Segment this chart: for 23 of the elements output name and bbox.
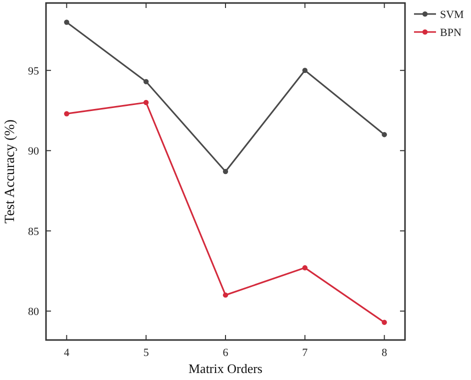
point — [143, 79, 149, 84]
y-tick-label: 95 — [28, 65, 40, 78]
point — [382, 320, 387, 325]
y-tick-label: 85 — [28, 226, 40, 238]
point — [64, 20, 70, 25]
x-tick-label: 6 — [222, 347, 229, 359]
y-tick-label: 80 — [28, 306, 40, 318]
x-tick-label: 8 — [382, 347, 388, 359]
point — [222, 168, 228, 174]
point — [302, 68, 308, 73]
legend-label: BPN — [440, 27, 462, 39]
x-axis-title: Matrix Orders — [188, 361, 263, 376]
point — [222, 292, 228, 298]
y-tick-label: 90 — [28, 146, 40, 158]
point — [302, 265, 308, 270]
x-tick-label: 4 — [64, 347, 70, 359]
point — [382, 132, 387, 138]
point — [143, 100, 149, 106]
y-axis-title: Test Accuracy (%) — [3, 119, 18, 224]
x-tick-label: 7 — [302, 347, 308, 359]
x-tick-label: 5 — [143, 347, 150, 359]
point — [64, 111, 70, 116]
legend-label: SVM — [440, 9, 464, 21]
